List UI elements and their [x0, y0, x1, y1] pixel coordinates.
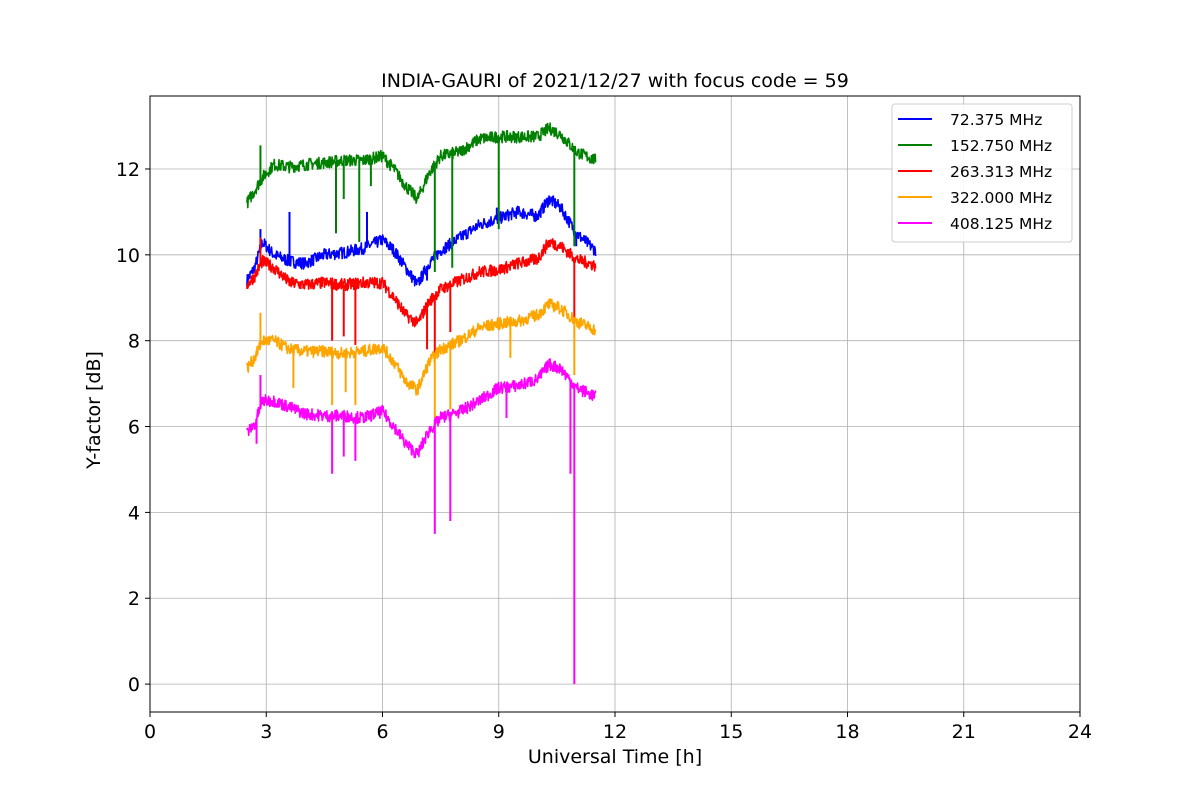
legend-box — [891, 103, 1073, 243]
legend-entry: 408.125 MHz — [950, 215, 1052, 233]
x-tick-label: 21 — [952, 721, 976, 743]
grid — [149, 96, 1081, 712]
x-tick-label: 3 — [260, 721, 272, 743]
y-tick-label: 6 — [128, 417, 140, 439]
series-line — [246, 122, 597, 209]
y-tick-label: 4 — [128, 502, 140, 524]
y-tick-label: 2 — [128, 588, 140, 610]
legend-entry: 72.375 MHz — [950, 111, 1042, 129]
legend-entry: 152.750 MHz — [950, 137, 1052, 155]
series-layer — [246, 122, 597, 685]
series-line — [246, 238, 597, 328]
x-tick-label: 0 — [144, 721, 156, 743]
legend: 72.375 MHz 152.750 MHz 263.313 MHz 322.000 … — [891, 103, 1073, 243]
y-axis-label: Y-factor [dB] — [83, 351, 105, 470]
x-tick-label: 15 — [719, 721, 743, 743]
legend-entry: 322.000 MHz — [950, 189, 1052, 207]
y-tick-label: 0 — [128, 674, 140, 696]
y-tick-label: 10 — [116, 245, 140, 267]
x-tick-label: 18 — [835, 721, 859, 743]
y-tick-label: 8 — [128, 331, 140, 353]
chart-title: INDIA-GAURI of 2021/12/27 with focus cod… — [381, 70, 849, 92]
x-tick-label: 24 — [1068, 721, 1092, 743]
x-axis-label: Universal Time [h] — [528, 746, 702, 768]
series-line — [246, 195, 597, 287]
x-tick-label: 6 — [376, 721, 388, 743]
legend-entry: 263.313 MHz — [950, 163, 1052, 181]
series-line — [246, 298, 597, 396]
series-line — [246, 358, 597, 459]
x-tick-label: 12 — [603, 721, 627, 743]
y-tick-label: 12 — [116, 159, 140, 181]
x-tick-label: 9 — [493, 721, 505, 743]
